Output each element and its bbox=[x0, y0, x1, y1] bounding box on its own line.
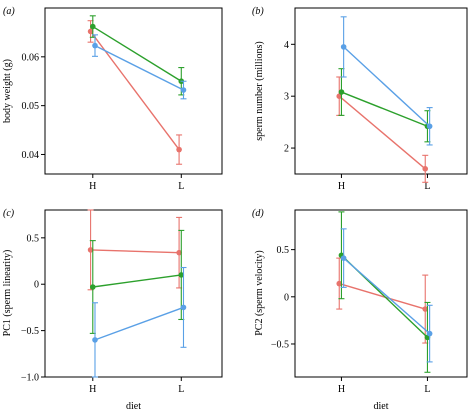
series-line bbox=[92, 274, 182, 288]
x-tick-label: H bbox=[338, 384, 345, 395]
y-tick-label: 0.5 bbox=[27, 233, 40, 244]
series-line bbox=[94, 306, 184, 341]
y-axis-title: PC1 (sperm linearity) bbox=[2, 250, 13, 337]
data-point bbox=[426, 330, 433, 337]
series-3 bbox=[91, 34, 187, 100]
x-axis-title: diet bbox=[126, 401, 141, 412]
series-line bbox=[339, 282, 426, 310]
plot-frame bbox=[294, 7, 468, 175]
panel-label: (c) bbox=[3, 208, 15, 219]
data-point bbox=[340, 44, 347, 50]
y-tick-label: 0.5 bbox=[277, 245, 290, 256]
chart-panel-4: −0.5 0 0.5 H L (d) PC2 (sperm velocity) diet bbox=[252, 208, 468, 412]
data-point bbox=[426, 123, 433, 130]
y-tick-label: 4 bbox=[284, 40, 289, 51]
panel-label: (d) bbox=[252, 208, 264, 219]
series-2 bbox=[89, 229, 185, 334]
plot-frame bbox=[294, 209, 468, 378]
data-point bbox=[87, 28, 94, 35]
x-tick-label: L bbox=[178, 181, 184, 192]
data-point bbox=[422, 306, 429, 312]
x-tick-label: H bbox=[89, 181, 96, 192]
x-tick-label: H bbox=[338, 181, 345, 192]
chart-panel-2: 2 3 4 H L (b) sperm number (millions) bbox=[252, 6, 468, 192]
x-tick-label: L bbox=[424, 181, 430, 192]
data-point bbox=[340, 255, 347, 261]
y-tick-label: 0 bbox=[34, 280, 39, 291]
series-line bbox=[343, 46, 431, 127]
x-tick-label: L bbox=[178, 384, 184, 395]
y-tick-label: −0.5 bbox=[21, 326, 39, 337]
chart-panel-3: −1.0 −0.5 0 0.5 H L (c) PC1 (sperm linearity) di… bbox=[2, 208, 223, 412]
series-line bbox=[341, 91, 428, 127]
plot-frame bbox=[44, 209, 223, 378]
data-point bbox=[176, 146, 182, 153]
y-tick-label: 0.06 bbox=[22, 52, 40, 63]
series-1 bbox=[336, 257, 429, 344]
chart-panel-1: 0.04 0.05 0.06 H L (a) body weight (g) bbox=[2, 6, 223, 192]
x-tick-label: L bbox=[424, 384, 430, 395]
data-point bbox=[87, 247, 94, 253]
series-1 bbox=[87, 209, 183, 291]
plot-frame bbox=[44, 7, 223, 175]
data-point bbox=[180, 87, 187, 93]
data-point bbox=[92, 42, 98, 49]
series-3 bbox=[91, 266, 187, 378]
series-3 bbox=[340, 228, 433, 363]
data-point bbox=[336, 280, 343, 287]
x-axis-title: diet bbox=[374, 401, 389, 412]
data-point bbox=[178, 272, 185, 278]
series-line bbox=[90, 31, 180, 151]
data-point bbox=[336, 93, 343, 99]
series-line bbox=[90, 249, 180, 254]
y-axis-title: PC2 (sperm velocity) bbox=[254, 250, 265, 336]
panel-label: (b) bbox=[252, 6, 264, 17]
data-point bbox=[422, 166, 429, 172]
series-2 bbox=[338, 68, 431, 143]
y-tick-label: 0.04 bbox=[22, 150, 40, 161]
y-tick-label: 0 bbox=[284, 292, 289, 303]
y-tick-label: 2 bbox=[284, 144, 289, 155]
data-point bbox=[180, 304, 187, 311]
y-tick-label: −1.0 bbox=[21, 373, 39, 384]
series-1 bbox=[87, 20, 183, 165]
series-line bbox=[94, 44, 184, 91]
series-1 bbox=[336, 76, 429, 183]
y-tick-label: 3 bbox=[284, 92, 289, 103]
panel-label: (a) bbox=[3, 6, 15, 17]
data-point bbox=[89, 284, 96, 290]
series-3 bbox=[340, 16, 433, 146]
series-2 bbox=[338, 211, 431, 373]
series-line bbox=[343, 257, 431, 335]
y-axis-title: sperm number (millions) bbox=[254, 41, 265, 140]
data-point bbox=[176, 249, 182, 256]
series-line bbox=[338, 95, 426, 170]
y-tick-label: −0.5 bbox=[271, 339, 289, 350]
y-tick-label: 0.05 bbox=[22, 101, 40, 112]
data-point bbox=[89, 23, 96, 30]
series-line bbox=[92, 25, 182, 82]
x-tick-label: H bbox=[89, 384, 96, 395]
data-point bbox=[92, 337, 98, 343]
y-axis-title: body weight (g) bbox=[2, 59, 13, 123]
data-point bbox=[338, 89, 345, 95]
